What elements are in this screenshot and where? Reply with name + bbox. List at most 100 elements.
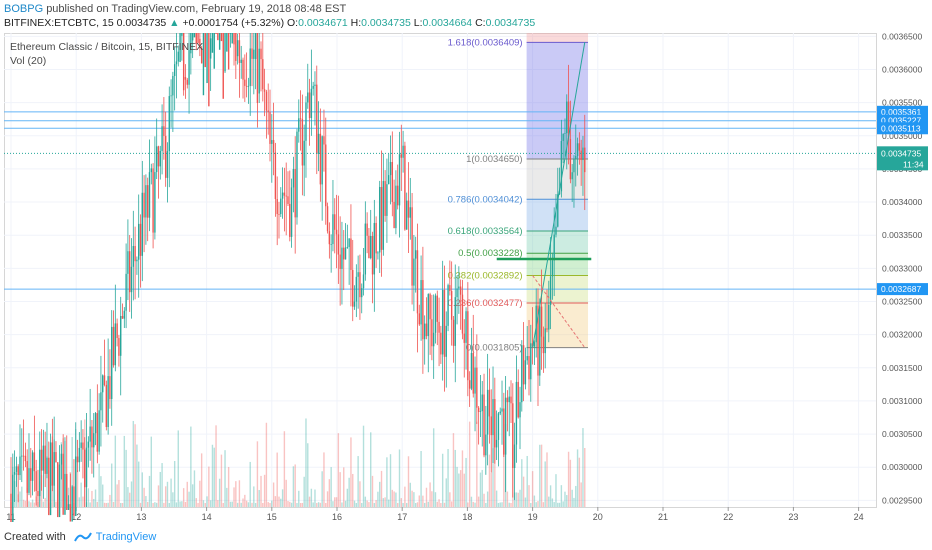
candle-body <box>463 333 465 343</box>
candle-body <box>15 466 18 472</box>
candle-body <box>123 310 126 319</box>
candle-body <box>407 200 410 218</box>
volume-bar <box>531 471 534 507</box>
last-price: 0.0034735 <box>116 17 167 29</box>
candle-body <box>458 286 460 289</box>
volume-bar <box>515 492 518 507</box>
volume-bar <box>567 451 570 507</box>
volume-bar <box>26 488 28 507</box>
volume-bar <box>299 502 302 507</box>
volume-bar <box>245 500 248 507</box>
candle-body <box>93 433 95 448</box>
fib-zone <box>526 42 589 159</box>
volume-bar <box>341 502 343 507</box>
volume-bar <box>287 501 289 507</box>
chart-area[interactable]: 0.0036500 0.0036000 0.0035500 0.0035000 0.00… <box>4 33 928 522</box>
candle-body <box>517 381 519 418</box>
high-label: H: <box>350 17 362 29</box>
volume-bar <box>177 430 179 507</box>
volume-bar <box>85 502 88 507</box>
volume-bar <box>546 452 548 507</box>
candle-body <box>35 471 37 492</box>
candle-body <box>278 214 280 215</box>
x-tick-label: 14 <box>202 512 212 522</box>
volume-bar <box>395 492 397 507</box>
volume-bar <box>148 475 151 507</box>
candle-body <box>184 77 187 80</box>
candle-body <box>244 79 246 86</box>
tradingview-logo-icon[interactable] <box>73 531 92 543</box>
volume-bar <box>443 502 446 507</box>
candle-body <box>224 33 226 72</box>
candle-body <box>121 315 124 319</box>
candle-body <box>548 304 550 330</box>
volume-bar <box>247 502 250 507</box>
volume-bar <box>323 452 325 507</box>
candle-body <box>292 169 295 188</box>
candle-body <box>129 251 131 293</box>
candle-body <box>488 389 491 417</box>
volume-bar <box>506 491 509 507</box>
volume-bar <box>57 501 59 507</box>
volume-indicator-label[interactable]: Vol (20) <box>10 55 47 67</box>
volume-bar <box>280 498 282 507</box>
volume-bar <box>206 496 208 507</box>
candle-body <box>245 85 248 87</box>
volume-bar <box>89 502 91 507</box>
volume-bar <box>361 502 363 507</box>
volume-bar <box>224 450 226 507</box>
candle-body <box>486 389 489 435</box>
volume-bar <box>499 502 501 507</box>
candle-body <box>66 473 68 511</box>
candle-body <box>382 181 385 250</box>
volume-bar <box>553 502 555 507</box>
volume-bar <box>141 472 143 507</box>
volume-bar <box>125 449 127 507</box>
volume-bar <box>535 502 537 507</box>
author-name[interactable]: BOBPG <box>4 3 44 15</box>
candle-body <box>566 101 568 134</box>
candle-body <box>218 33 221 50</box>
volume-bar <box>366 500 368 507</box>
volume-bar <box>407 456 410 507</box>
volume-bar <box>190 426 192 507</box>
tradingview-brand[interactable]: TradingView <box>95 531 157 543</box>
published-text: published on TradingView.com, February 1… <box>46 3 347 15</box>
candle-body <box>519 402 521 418</box>
volume-bar <box>276 452 278 507</box>
volume-bar <box>486 491 489 507</box>
candle-body <box>512 403 514 469</box>
candle-body <box>485 434 487 456</box>
candle-body <box>242 59 244 80</box>
volume-bar <box>307 443 309 507</box>
volume-bar <box>75 429 77 507</box>
candle-body <box>118 338 120 356</box>
volume-bar <box>382 498 385 507</box>
candle-body <box>316 84 318 154</box>
volume-bar <box>253 486 255 507</box>
candle-body <box>584 147 586 173</box>
candle-body <box>213 33 215 69</box>
volume-bar <box>344 500 347 507</box>
price-chart[interactable]: 0.00365000.00360000.00355000.00350000.00… <box>4 33 928 522</box>
candle-body <box>274 152 277 200</box>
candle-body <box>163 126 165 136</box>
volume-bar <box>217 500 219 507</box>
volume-bar <box>465 457 467 507</box>
volume-bar <box>584 447 586 507</box>
volume-bar <box>184 502 187 507</box>
price-level-label: 0.0035113 <box>881 123 921 133</box>
volume-bar <box>226 487 228 507</box>
volume-bar <box>197 502 199 507</box>
volume-bar <box>409 482 411 507</box>
volume-bar <box>388 499 390 507</box>
volume-bar <box>215 425 217 507</box>
volume-bar <box>78 497 81 507</box>
volume-bar <box>362 425 365 507</box>
projection-line <box>532 42 586 348</box>
volume-bar <box>335 497 338 507</box>
candle-body <box>130 266 133 293</box>
candle-body <box>170 95 172 97</box>
candle-body <box>562 133 564 141</box>
volume-bar <box>566 495 568 507</box>
